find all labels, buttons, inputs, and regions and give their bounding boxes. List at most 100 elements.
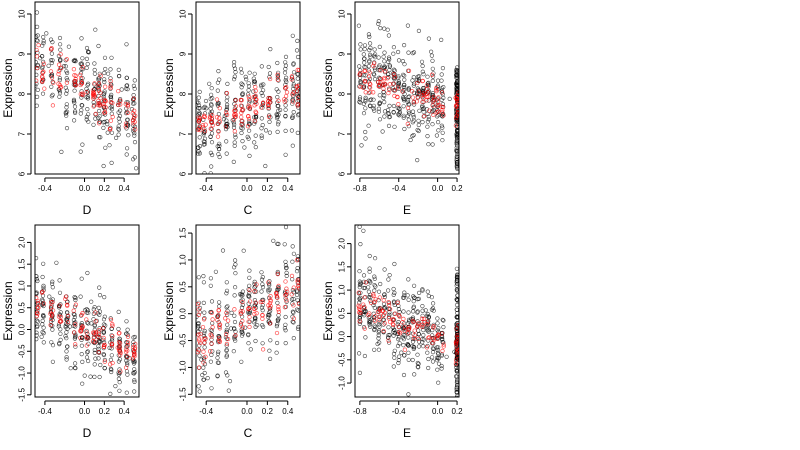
data-point-black	[132, 367, 137, 372]
data-point-black	[64, 91, 69, 96]
x-tick-label: 0.2	[451, 184, 463, 193]
data-point-black	[132, 140, 138, 145]
data-point-black	[426, 117, 431, 122]
data-point-red	[454, 113, 459, 118]
data-point-red	[224, 310, 229, 315]
data-point-red	[101, 344, 107, 349]
data-point-black	[397, 354, 402, 359]
data-point-red	[291, 285, 296, 290]
data-point-black	[396, 49, 401, 55]
data-point-black	[291, 320, 296, 325]
y-axis-label: Expression	[1, 281, 15, 340]
data-point-black	[368, 298, 373, 304]
data-point-black	[373, 256, 378, 261]
data-point-black	[124, 390, 129, 395]
data-point-black	[91, 317, 96, 322]
data-point-black	[362, 60, 367, 65]
data-point-red	[405, 331, 411, 336]
data-point-red	[274, 330, 280, 336]
data-point-red	[252, 118, 257, 124]
data-point-black	[239, 70, 244, 75]
data-point-black	[50, 58, 55, 63]
data-point-red	[203, 336, 208, 341]
data-point-red	[276, 283, 281, 289]
data-point-red	[40, 75, 45, 80]
data-point-black	[231, 120, 236, 125]
data-point-red	[266, 95, 271, 101]
data-point-red	[424, 91, 429, 96]
data-point-red	[415, 80, 420, 86]
data-point-black	[209, 352, 214, 358]
data-point-black	[406, 343, 411, 348]
data-point-black	[372, 288, 377, 293]
data-point-red	[59, 65, 64, 71]
data-point-black	[47, 294, 52, 299]
data-point-black	[96, 43, 101, 49]
data-point-red	[295, 279, 300, 284]
data-point-black	[96, 305, 101, 311]
data-point-red	[363, 280, 368, 285]
data-point-black	[50, 343, 56, 348]
data-point-red	[283, 279, 288, 284]
data-point-red	[434, 110, 440, 115]
data-point-black	[217, 154, 222, 160]
data-point-black	[429, 49, 434, 54]
data-point-black	[216, 68, 221, 74]
y-tick-label: 1.0	[18, 280, 27, 292]
data-point-black	[201, 280, 206, 285]
data-point-black	[276, 108, 281, 113]
data-point-black	[425, 74, 430, 79]
x-tick-label: 0.0	[241, 407, 253, 416]
data-point-red	[64, 80, 70, 85]
data-point-black	[225, 304, 230, 309]
data-point-black	[440, 130, 445, 135]
data-point-black	[411, 113, 416, 118]
data-point-black	[232, 293, 237, 298]
data-point-black	[215, 373, 220, 378]
data-point-black	[454, 128, 459, 133]
data-point-black	[243, 74, 248, 79]
data-point-black	[78, 61, 83, 66]
data-point-red	[411, 319, 416, 325]
data-point-black	[260, 93, 265, 98]
data-point-black	[363, 97, 368, 102]
data-point-red	[197, 125, 202, 130]
data-point-black	[454, 328, 459, 333]
data-point-red	[260, 100, 266, 106]
data-point-black	[358, 47, 363, 52]
data-point-red	[35, 305, 40, 310]
data-point-black	[267, 283, 272, 288]
data-point-black	[108, 366, 113, 372]
data-point-black	[217, 304, 222, 309]
data-point-black	[455, 377, 459, 382]
data-point-black	[57, 91, 63, 96]
data-point-black	[372, 47, 377, 52]
data-point-red	[50, 308, 56, 313]
data-point-black	[372, 76, 378, 82]
data-point-black	[401, 343, 406, 348]
data-point-black	[425, 81, 430, 86]
data-point-red	[268, 303, 273, 309]
data-point-black	[454, 278, 459, 283]
data-point-black	[125, 362, 130, 367]
data-point-black	[40, 330, 45, 335]
data-point-red	[238, 311, 243, 316]
data-point-red	[246, 319, 251, 324]
data-point-black	[435, 358, 440, 363]
data-point-black	[124, 152, 129, 157]
data-point-black	[233, 285, 238, 290]
y-tick-label: 1.5	[338, 261, 347, 273]
y-tick-label: 0.0	[18, 323, 27, 335]
data-point-black	[266, 312, 271, 318]
data-point-black	[108, 105, 113, 110]
data-point-red	[97, 102, 103, 107]
data-point-black	[454, 154, 459, 159]
data-point-red	[215, 134, 221, 139]
data-point-red	[427, 334, 432, 340]
points	[356, 225, 459, 397]
data-point-red	[225, 336, 231, 342]
data-point-red	[291, 303, 296, 308]
data-point-black	[247, 153, 252, 158]
data-point-red	[65, 319, 71, 325]
data-point-black	[64, 105, 69, 110]
